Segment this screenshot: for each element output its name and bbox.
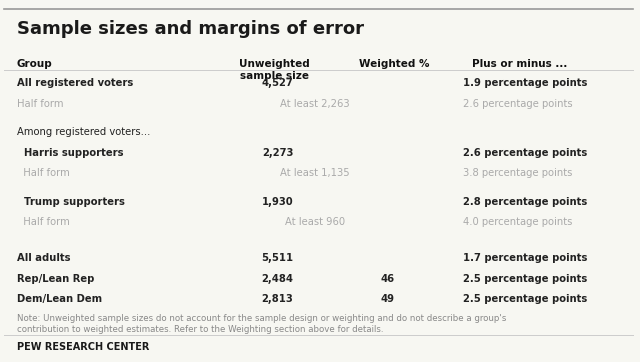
Text: At least 1,135: At least 1,135 (280, 168, 350, 178)
Text: 2.6 percentage points: 2.6 percentage points (463, 148, 587, 158)
Text: 1,930: 1,930 (262, 197, 293, 207)
Text: Trump supporters: Trump supporters (17, 197, 125, 207)
Text: 1.7 percentage points: 1.7 percentage points (463, 253, 588, 263)
Text: PEW RESEARCH CENTER: PEW RESEARCH CENTER (17, 342, 149, 352)
Text: 1.9 percentage points: 1.9 percentage points (463, 79, 588, 88)
Text: Group: Group (17, 59, 52, 69)
Text: 49: 49 (380, 294, 394, 304)
Text: Note: Unweighted sample sizes do not account for the sample design or weighting : Note: Unweighted sample sizes do not acc… (17, 313, 506, 334)
Text: At least 2,263: At least 2,263 (280, 99, 350, 109)
Text: Sample sizes and margins of error: Sample sizes and margins of error (17, 20, 364, 38)
Text: 5,511: 5,511 (262, 253, 294, 263)
Text: 3.8 percentage points: 3.8 percentage points (463, 168, 572, 178)
Text: 2.6 percentage points: 2.6 percentage points (463, 99, 573, 109)
Text: 4,527: 4,527 (262, 79, 293, 88)
Text: All adults: All adults (17, 253, 70, 263)
Text: Among registered voters...: Among registered voters... (17, 127, 150, 137)
Text: Half form: Half form (17, 168, 70, 178)
Text: Unweighted
sample size: Unweighted sample size (239, 59, 310, 81)
Text: 46: 46 (380, 274, 394, 284)
Text: Plus or minus ...: Plus or minus ... (472, 59, 567, 69)
Text: Weighted %: Weighted % (358, 59, 429, 69)
Text: 2,813: 2,813 (262, 294, 293, 304)
Text: Half form: Half form (17, 217, 70, 227)
Text: 2.5 percentage points: 2.5 percentage points (463, 294, 587, 304)
Text: Half form: Half form (17, 99, 63, 109)
Text: Harris supporters: Harris supporters (17, 148, 124, 158)
Text: 2.8 percentage points: 2.8 percentage points (463, 197, 587, 207)
Text: At least 960: At least 960 (285, 217, 345, 227)
Text: Dem/Lean Dem: Dem/Lean Dem (17, 294, 102, 304)
Text: 2.5 percentage points: 2.5 percentage points (463, 274, 587, 284)
Text: 2,484: 2,484 (262, 274, 294, 284)
Text: All registered voters: All registered voters (17, 79, 133, 88)
Text: 2,273: 2,273 (262, 148, 293, 158)
Text: Rep/Lean Rep: Rep/Lean Rep (17, 274, 94, 284)
Text: 4.0 percentage points: 4.0 percentage points (463, 217, 572, 227)
